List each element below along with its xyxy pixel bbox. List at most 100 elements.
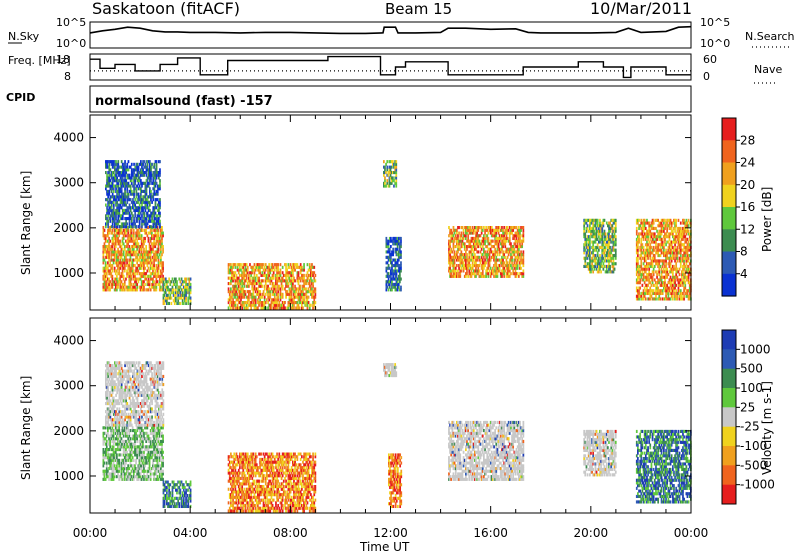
scatter-cell <box>159 160 161 163</box>
scatter-cell <box>615 254 617 257</box>
scatter-cell <box>119 242 121 245</box>
scatter-cell <box>497 253 499 256</box>
scatter-cell <box>297 263 299 266</box>
scatter-cell <box>139 209 141 212</box>
scatter-cell <box>504 269 506 272</box>
scatter-cell <box>511 261 513 264</box>
scatter-cell <box>609 265 611 268</box>
scatter-cell <box>140 179 142 182</box>
scatter-cell <box>113 209 115 212</box>
scatter-cell <box>509 234 511 237</box>
scatter-cell <box>643 238 645 241</box>
scatter-cell <box>515 259 517 262</box>
scatter-cell <box>230 306 232 309</box>
scatter-cell <box>125 171 127 174</box>
scatter-cell <box>456 272 458 275</box>
scatter-cell <box>163 286 165 289</box>
scatter-cell <box>156 286 158 289</box>
scatter-cell <box>291 296 293 299</box>
scatter-cell <box>244 282 246 285</box>
site-title: Saskatoon (fitACF) <box>92 0 240 18</box>
scatter-cell <box>172 278 174 281</box>
scatter-cell <box>133 229 135 232</box>
scatter-cell <box>133 195 135 198</box>
noise-panel: N.Sky 10^5 10^0 10^5 10^0 N.Search <box>8 16 795 50</box>
scatter-cell <box>646 246 648 249</box>
scatter-cell <box>597 254 599 257</box>
scatter-cell <box>108 278 110 281</box>
scatter-cell <box>615 219 617 222</box>
scatter-cell <box>106 272 108 275</box>
scatter-cell <box>148 259 150 262</box>
scatter-cell <box>147 204 149 207</box>
scatter-cell <box>112 275 114 278</box>
scatter-cell <box>185 299 187 302</box>
scatter-cell <box>164 294 166 297</box>
scatter-cell <box>484 232 486 235</box>
scatter-cell <box>587 224 589 227</box>
scatter-cell <box>251 271 253 274</box>
scatter-cell <box>108 204 110 207</box>
scatter-cell <box>597 219 599 222</box>
scatter-cell <box>499 269 501 272</box>
scatter-cell <box>652 265 654 268</box>
scatter-cell <box>596 232 598 235</box>
scatter-cell <box>471 275 473 278</box>
scatter-cell <box>244 277 246 280</box>
scatter-cell <box>312 274 314 277</box>
scatter-cell <box>503 272 505 275</box>
scatter-cell <box>673 289 675 292</box>
scatter-cell <box>683 289 685 292</box>
scatter-cell <box>149 269 151 272</box>
scatter-cell <box>470 242 472 245</box>
scatter-cell <box>190 288 192 291</box>
scatter-cell <box>448 226 450 229</box>
scatter-cell <box>679 268 681 271</box>
scatter-cell <box>131 275 133 278</box>
scatter-cell <box>106 163 108 166</box>
scatter-cell <box>680 257 682 260</box>
scatter-cell <box>246 304 248 307</box>
scatter-cell <box>683 259 685 262</box>
scatter-cell <box>491 232 493 235</box>
scatter-cell <box>655 295 657 298</box>
scatter-cell <box>153 261 155 264</box>
scatter-cell <box>589 254 591 257</box>
scatter-cell <box>393 179 395 182</box>
scatter-cell <box>134 212 136 215</box>
scatter-cell <box>461 234 463 237</box>
scatter-cell <box>134 179 136 182</box>
scatter-cell <box>131 190 133 193</box>
scatter-cell <box>502 250 504 253</box>
scatter-cell <box>277 298 279 301</box>
scatter-cell <box>515 269 517 272</box>
scatter-cell <box>672 270 674 273</box>
scatter-cell <box>672 230 674 233</box>
scatter-cell <box>162 234 164 237</box>
scatter-cell <box>175 278 177 281</box>
scatter-cell <box>263 263 265 266</box>
scatter-cell <box>119 267 121 270</box>
scatter-cell <box>157 214 159 217</box>
scatter-cell <box>156 168 158 171</box>
scatter-cell <box>175 288 177 291</box>
scatter-cell <box>488 267 490 270</box>
scatter-cell <box>470 226 472 229</box>
scatter-cell <box>637 222 639 225</box>
scatter-cell <box>315 287 317 290</box>
scatter-cell <box>448 248 450 251</box>
scatter-cell <box>646 268 648 271</box>
scatter-cell <box>127 232 129 235</box>
scatter-cell <box>680 254 682 257</box>
scatter-cell <box>106 174 108 177</box>
scatter-cell <box>457 269 459 272</box>
scatter-cell <box>514 261 516 264</box>
scatter-cell <box>153 240 155 243</box>
scatter-cell <box>229 304 231 307</box>
scatter-cell <box>520 256 522 259</box>
scatter-cell <box>648 227 650 230</box>
scatter-cell <box>649 254 651 257</box>
scatter-cell <box>608 243 610 246</box>
scatter-cell <box>509 240 511 243</box>
scatter-cell <box>472 267 474 270</box>
